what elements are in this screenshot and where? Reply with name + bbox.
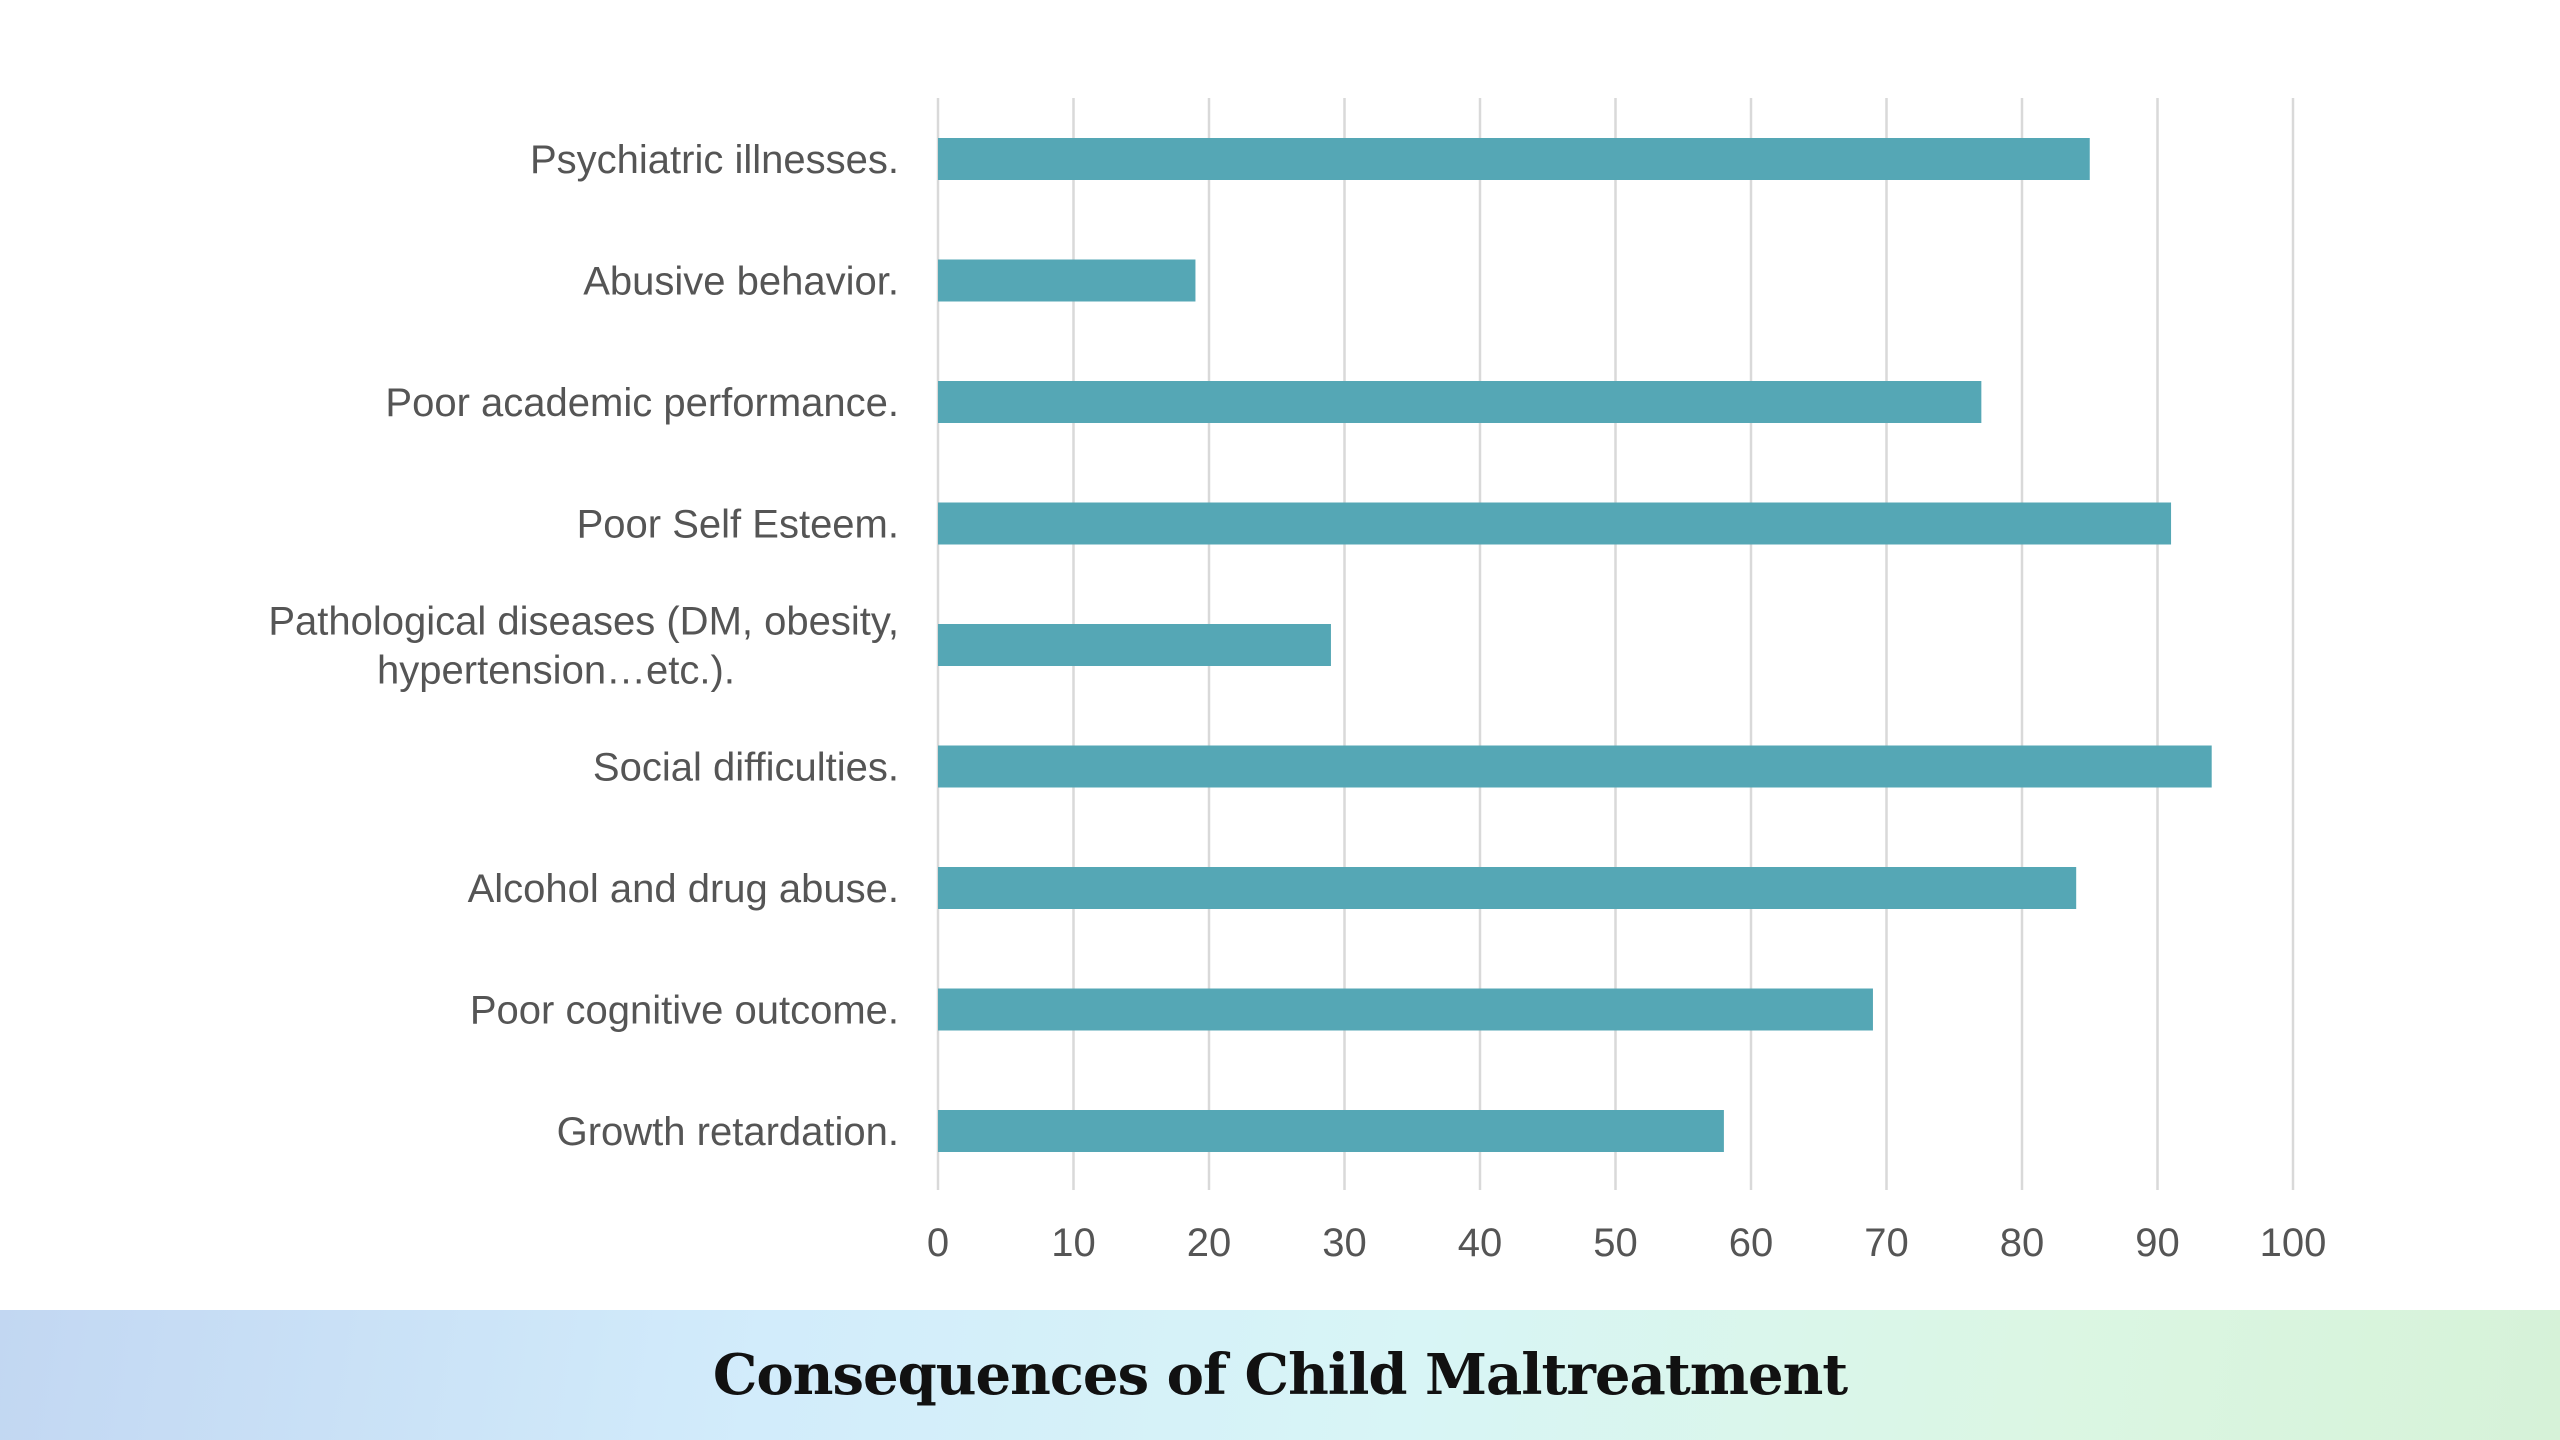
category-label: Poor Self Esteem.	[577, 503, 899, 547]
category-label: hypertension…etc.).	[377, 649, 735, 693]
title-banner: Consequences of Child Maltreatment	[0, 1310, 2560, 1440]
x-tick-label: 10	[1051, 1221, 1096, 1265]
x-tick-label: 100	[2260, 1221, 2327, 1265]
bar-chart: Psychiatric illnesses. Abusive behavior. P…	[268, 98, 2327, 1265]
bar	[938, 745, 2212, 788]
x-tick-label: 70	[1864, 1221, 1909, 1265]
bar	[938, 988, 1873, 1031]
bar	[938, 259, 1196, 302]
category-labels: Psychiatric illnesses. Abusive behavior. P…	[268, 138, 899, 1154]
category-label: Abusive behavior.	[583, 260, 899, 304]
x-tick-label: 40	[1458, 1221, 1503, 1265]
page-title: Consequences of Child Maltreatment	[712, 1342, 1848, 1408]
bar	[938, 1110, 1724, 1152]
bar	[938, 502, 2172, 545]
category-label: Poor academic performance.	[385, 381, 899, 425]
bar	[938, 624, 1331, 666]
x-tick-label: 50	[1593, 1221, 1638, 1265]
category-label: Pathological diseases (DM, obesity,	[268, 600, 899, 644]
x-tick-label: 60	[1729, 1221, 1774, 1265]
bars	[938, 138, 2212, 1152]
x-tick-label: 80	[2000, 1221, 2045, 1265]
x-tick-label: 0	[927, 1221, 949, 1265]
category-label: Poor cognitive outcome.	[470, 989, 899, 1033]
category-label: Social difficulties.	[593, 746, 899, 790]
x-tick-label: 20	[1187, 1221, 1232, 1265]
category-label: Psychiatric illnesses.	[530, 138, 899, 182]
category-label: Growth retardation.	[557, 1110, 899, 1154]
x-tick-label: 30	[1322, 1221, 1367, 1265]
chart-canvas: Psychiatric illnesses. Abusive behavior. P…	[268, 98, 2327, 1265]
bar	[938, 867, 2077, 909]
x-tick-labels: 0 10 20 30 40 50 60 70 80 90 100	[927, 1221, 2327, 1265]
category-label: Alcohol and drug abuse.	[468, 867, 899, 911]
bar	[938, 138, 2090, 180]
bar	[938, 381, 1982, 423]
x-tick-label: 90	[2135, 1221, 2180, 1265]
